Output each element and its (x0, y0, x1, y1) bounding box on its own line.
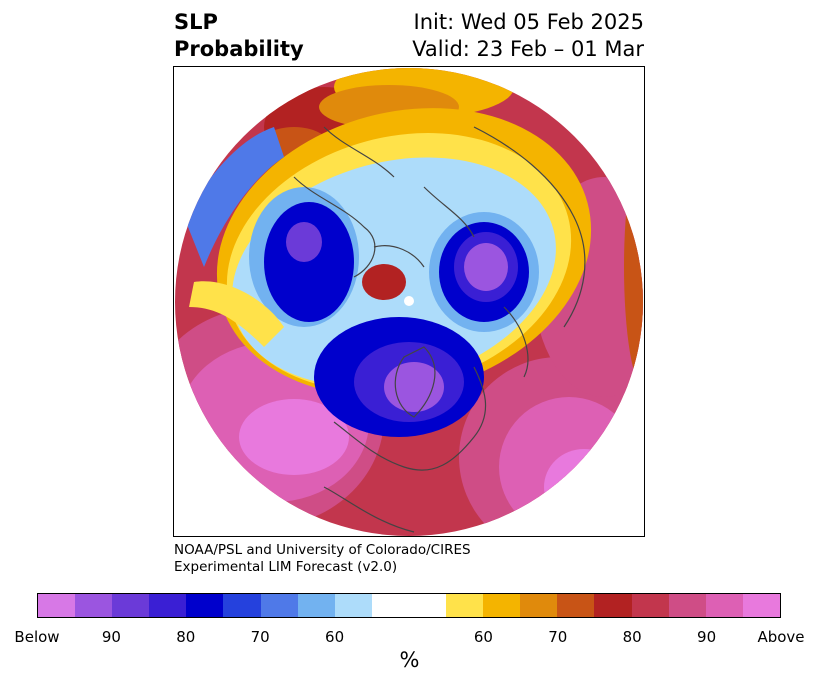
europe-coast (293, 126, 395, 278)
colorbar-tick-label: Below (14, 628, 60, 646)
colorbar-tick-label: 80 (622, 628, 642, 646)
title-type: Probability (174, 37, 304, 61)
colorbar-segment (149, 594, 187, 617)
colorbar-label: % (399, 648, 420, 672)
colorbar-segment (520, 594, 558, 617)
credit-line2: Experimental LIM Forecast (v2.0) (174, 559, 398, 575)
colorbar-segment (260, 594, 298, 617)
sw-below-max (384, 362, 444, 412)
init-date: Init: Wed 05 Feb 2025 (413, 10, 644, 34)
colorbar-segment (371, 594, 409, 617)
colorbar-segment (483, 594, 521, 617)
valid-range: Valid: 23 Feb – 01 Mar (412, 37, 644, 61)
greenland-coast (394, 346, 436, 418)
colorbar-segment (334, 594, 372, 617)
atlantic-above-max (544, 449, 624, 525)
colorbar-ticks: Below 90 80 70 60 60 70 80 90 Above (0, 628, 819, 648)
colorbar (37, 593, 781, 618)
colorbar-tick-label: 60 (473, 628, 493, 646)
colorbar-segment (705, 594, 743, 617)
title-left: SLP Probability (174, 9, 304, 63)
colorbar-tick-label: 90 (101, 628, 121, 646)
west-above-20 (189, 281, 284, 347)
asia-coast (473, 126, 586, 378)
title-right: Init: Wed 05 Feb 2025 Valid: 23 Feb – 01… (412, 9, 644, 63)
north-pole-marker (404, 296, 414, 306)
pacific-above-max (239, 399, 349, 475)
colorbar-tick-label: 70 (548, 628, 568, 646)
west-below-80 (286, 222, 322, 262)
coastlines (293, 126, 586, 533)
ne-below-max (464, 243, 508, 291)
colorbar-segment (668, 594, 706, 617)
colorbar-segment (75, 594, 113, 617)
credit: NOAA/PSL and University of Colorado/CIRE… (174, 542, 471, 576)
colorbar-segment (631, 594, 669, 617)
colorbar-segment (297, 594, 335, 617)
colorbar-tick-label: Above (757, 628, 805, 646)
colorbar-tick-label: 60 (325, 628, 345, 646)
west-below-60 (264, 202, 354, 322)
colorbar-segment (742, 594, 780, 617)
colorbar-segment (408, 594, 447, 617)
colorbar-segment (186, 594, 224, 617)
colorbar-segment (594, 594, 632, 617)
title-variable: SLP (174, 10, 218, 34)
polar-above-60 (362, 264, 406, 300)
colorbar-segment (38, 594, 76, 617)
colorbar-tick-label: 90 (697, 628, 717, 646)
map-disc (175, 68, 643, 536)
central-coast (373, 186, 475, 268)
north-america-coast (323, 366, 487, 533)
far-west-below-40 (184, 127, 284, 267)
credit-line1: NOAA/PSL and University of Colorado/CIRE… (174, 542, 471, 558)
map-frame (173, 66, 645, 537)
colorbar-tick-label: 70 (250, 628, 270, 646)
colorbar-segment (557, 594, 595, 617)
colorbar-tick-label: 80 (176, 628, 196, 646)
colorbar-segment (223, 594, 261, 617)
probability-map (175, 68, 643, 536)
colorbar-segment (446, 594, 484, 617)
colorbar-segment (112, 594, 150, 617)
